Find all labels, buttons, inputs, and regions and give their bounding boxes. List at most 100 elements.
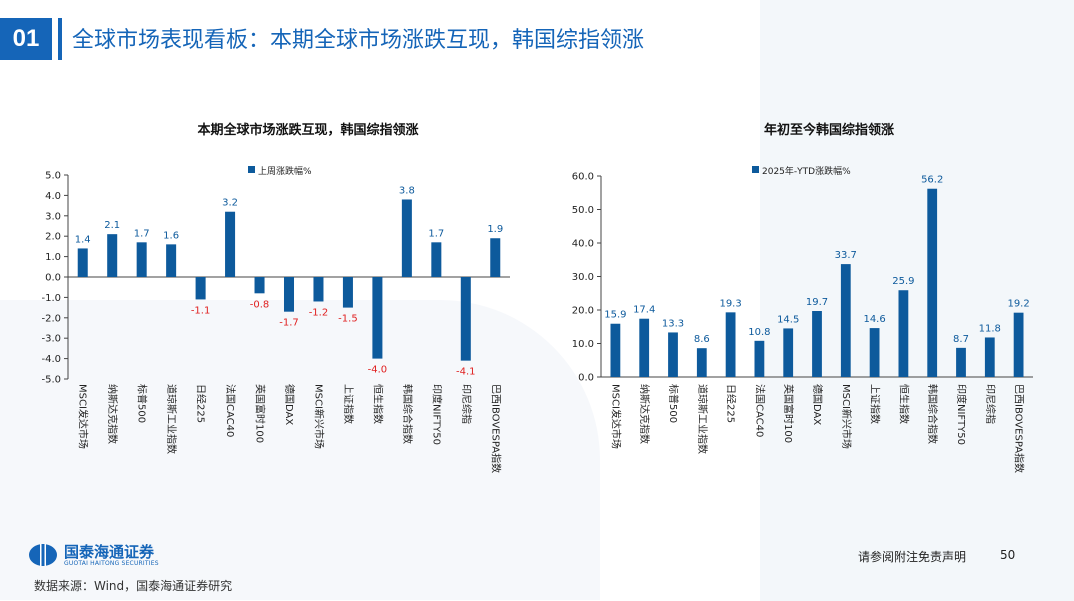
y-tick-label: -2.0 bbox=[41, 313, 61, 324]
category-label: MSCI发达市场 bbox=[609, 384, 622, 449]
legend-swatch bbox=[752, 166, 759, 173]
y-tick-label: 60.0 bbox=[572, 172, 594, 183]
bar bbox=[195, 277, 206, 300]
data-label: 17.4 bbox=[633, 305, 655, 316]
bar bbox=[136, 242, 147, 277]
y-tick-label: -3.0 bbox=[41, 334, 61, 345]
bar bbox=[401, 199, 412, 277]
data-label: 11.8 bbox=[979, 323, 1001, 334]
category-label: 英国富时100 bbox=[254, 384, 267, 443]
page-number: 50 bbox=[1000, 548, 1016, 562]
company-logo: 国泰海通证券 GUOTAI HAITONG SECURITIES bbox=[28, 543, 159, 567]
data-label: -1.1 bbox=[191, 305, 211, 316]
y-tick-label: 20.0 bbox=[572, 306, 594, 317]
data-label: 19.2 bbox=[1007, 299, 1029, 310]
y-tick-label: 4.0 bbox=[45, 191, 61, 202]
data-label: 13.3 bbox=[662, 318, 684, 329]
bar bbox=[869, 328, 880, 377]
data-label: -1.2 bbox=[309, 307, 329, 318]
category-label: 纳斯达克指数 bbox=[638, 384, 651, 444]
legend-swatch bbox=[248, 166, 255, 173]
data-label: 1.7 bbox=[428, 228, 444, 239]
y-tick-label: 30.0 bbox=[572, 272, 594, 283]
bar bbox=[783, 328, 794, 377]
y-tick-label: 1.0 bbox=[45, 252, 61, 263]
data-label: 3.2 bbox=[222, 198, 238, 209]
bar bbox=[77, 248, 88, 277]
data-label: 33.7 bbox=[835, 250, 857, 261]
category-label: 上证指数 bbox=[869, 384, 882, 424]
category-label: 韩国综合指数 bbox=[401, 384, 414, 444]
bar bbox=[812, 311, 822, 377]
header-divider bbox=[58, 18, 62, 60]
category-label: 标普500 bbox=[136, 384, 149, 423]
data-label: 8.6 bbox=[694, 334, 710, 345]
category-label: 纳斯达克指数 bbox=[106, 384, 119, 444]
data-source-note: 数据来源：Wind，国泰海通证券研究 bbox=[34, 579, 233, 593]
data-label: 14.6 bbox=[863, 314, 885, 325]
category-label: 恒生指数 bbox=[897, 384, 910, 424]
data-label: 15.9 bbox=[604, 310, 626, 321]
data-label: -1.7 bbox=[279, 318, 299, 329]
data-label: -4.0 bbox=[368, 365, 388, 376]
y-tick-label: 0.0 bbox=[578, 373, 594, 384]
data-label: 19.3 bbox=[719, 298, 741, 309]
bar bbox=[313, 277, 324, 302]
bar bbox=[840, 264, 851, 377]
category-label: 印度NIFTY50 bbox=[430, 384, 443, 445]
data-label: 8.7 bbox=[953, 334, 969, 345]
category-label: 法国CAC40 bbox=[224, 384, 237, 437]
bar bbox=[490, 238, 501, 277]
data-label: 56.2 bbox=[921, 175, 943, 186]
data-label: 2.1 bbox=[104, 220, 120, 231]
y-tick-label: 2.0 bbox=[45, 232, 61, 243]
bar bbox=[754, 340, 765, 377]
data-label: 25.9 bbox=[892, 276, 914, 287]
category-label: 印尼综指 bbox=[984, 384, 997, 424]
category-label: 英国富时100 bbox=[782, 384, 795, 443]
y-tick-label: -4.0 bbox=[41, 354, 61, 365]
data-label: 19.7 bbox=[806, 297, 828, 308]
category-label: 上证指数 bbox=[342, 384, 355, 424]
chart-title: 本期全球市场涨跌互现，韩国综指领涨 bbox=[197, 122, 418, 138]
background-shape-left bbox=[0, 300, 600, 600]
bar bbox=[725, 312, 736, 377]
data-label: -1.5 bbox=[338, 314, 358, 325]
y-tick-label: 10.0 bbox=[572, 339, 594, 350]
bar bbox=[460, 277, 471, 361]
chart-title: 年初至今韩国综指领涨 bbox=[764, 122, 894, 138]
category-label: 法国CAC40 bbox=[753, 384, 766, 437]
data-label: 10.8 bbox=[748, 327, 770, 338]
bar bbox=[668, 332, 678, 377]
category-label: 印尼综指 bbox=[460, 384, 473, 424]
category-label: 日经225 bbox=[725, 384, 738, 423]
y-tick-label: 40.0 bbox=[572, 239, 594, 250]
category-label: 巴西IBOVESPA指数 bbox=[1013, 384, 1026, 473]
company-name-en: GUOTAI HAITONG SECURITIES bbox=[64, 559, 159, 567]
disclaimer-link[interactable]: 请参阅附注免责声明 bbox=[858, 550, 967, 564]
data-label: -0.8 bbox=[250, 299, 270, 310]
category-label: 道琼斯工业指数 bbox=[696, 384, 709, 454]
category-label: 印度NIFTY50 bbox=[955, 384, 968, 445]
y-tick-label: 5.0 bbox=[45, 171, 61, 182]
bar bbox=[898, 290, 909, 377]
bar bbox=[610, 323, 621, 377]
bar bbox=[639, 318, 650, 377]
bar bbox=[254, 277, 265, 294]
bar bbox=[283, 277, 295, 312]
legend-label: 2025年-YTD涨跌幅% bbox=[762, 165, 851, 177]
bar bbox=[1013, 312, 1024, 377]
bar bbox=[225, 211, 236, 277]
data-label: 1.7 bbox=[134, 228, 150, 239]
section-number: 01 bbox=[0, 18, 52, 60]
y-tick-label: 0.0 bbox=[45, 273, 61, 284]
category-label: MSCI新兴市场 bbox=[312, 384, 325, 449]
bar bbox=[927, 188, 938, 377]
data-label: 1.4 bbox=[75, 234, 91, 245]
bar bbox=[342, 277, 353, 308]
category-label: 德国DAX bbox=[811, 384, 824, 425]
category-label: 巴西IBOVESPA指数 bbox=[489, 384, 502, 473]
category-label: 恒生指数 bbox=[371, 384, 384, 424]
bar bbox=[696, 348, 707, 377]
page-title: 全球市场表现看板：本期全球市场涨跌互现，韩国综指领涨 bbox=[72, 28, 645, 53]
